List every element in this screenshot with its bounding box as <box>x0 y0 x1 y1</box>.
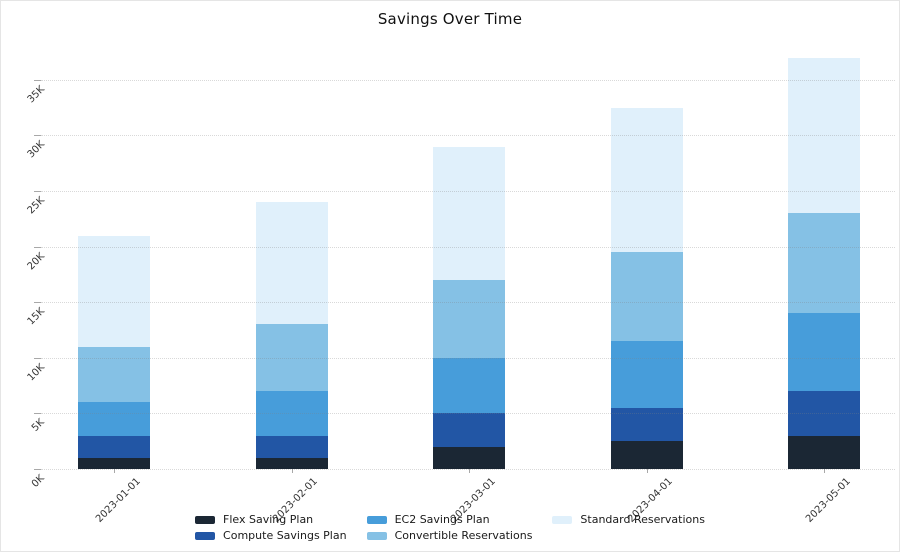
bar-segment-flex-saving-plan <box>255 457 328 469</box>
gridline-30K <box>41 135 895 137</box>
bar-segment-standard-reservations <box>610 107 683 253</box>
bar-segment-convertible-reservations <box>610 252 683 342</box>
bar-segment-standard-reservations <box>255 202 328 325</box>
bar-segment-flex-saving-plan <box>433 446 505 469</box>
legend-label: EC2 Savings Plan <box>394 513 490 526</box>
legend-label: Flex Saving Plan <box>223 513 314 526</box>
bar-segment-convertible-reservations <box>788 213 860 314</box>
bar-segment-compute-savings-plan <box>255 435 328 458</box>
y-tick-label-text: 15K <box>25 306 47 328</box>
bar-2023-04-01 <box>610 107 683 469</box>
legend-grid: Flex Saving Plan Compute Savings Plan EC2 … <box>195 513 705 542</box>
legend-swatch-flex-saving-plan <box>195 515 216 524</box>
bar-segment-flex-saving-plan <box>78 457 150 469</box>
bar-2023-05-01 <box>788 57 860 469</box>
bar-segment-compute-savings-plan <box>788 391 860 436</box>
y-tick-mark <box>34 302 41 304</box>
legend-item-compute-savings-plan: Compute Savings Plan <box>195 529 347 542</box>
legend-swatch-compute-savings-plan <box>195 531 216 540</box>
bar-segment-flex-saving-plan <box>788 435 860 469</box>
gridline-35K <box>41 79 895 81</box>
x-tick-mark <box>114 469 115 473</box>
bar-segment-ec2-savings-plan <box>788 313 860 392</box>
y-tick-mark <box>34 191 41 192</box>
legend: Flex Saving Plan Compute Savings Plan EC2 … <box>1 513 899 542</box>
y-tick-mark <box>34 469 41 470</box>
bar-segment-standard-reservations <box>433 146 505 280</box>
chart-title: Savings Over Time <box>377 10 523 28</box>
legend-item-flex-saving-plan: Flex Saving Plan <box>195 513 347 526</box>
bar-segment-convertible-reservations <box>433 279 505 358</box>
y-tick-label-text: 20K <box>25 250 47 273</box>
y-tick-mark <box>34 413 41 415</box>
legend-swatch-standard-reservations <box>552 515 573 524</box>
gridline-0K <box>41 469 895 470</box>
x-tick-mark <box>646 469 648 473</box>
x-tick-mark <box>291 469 293 473</box>
y-tick-label-text: 0K <box>29 473 47 490</box>
legend-item-ec2-savings-plan: EC2 Savings Plan <box>366 513 533 526</box>
legend-swatch-ec2-savings-plan <box>366 515 387 524</box>
x-tick-mark <box>469 469 470 473</box>
y-tick-label-text: 35K <box>25 83 47 106</box>
bar-segment-convertible-reservations <box>255 324 328 392</box>
bar-segment-ec2-savings-plan <box>78 402 150 436</box>
bar-segment-standard-reservations <box>78 235 150 347</box>
y-tick-mark <box>34 246 41 248</box>
y-tick-label-text: 30K <box>25 139 47 161</box>
y-tick-mark <box>34 357 41 359</box>
bar-2023-02-01 <box>255 202 328 469</box>
y-tick-label-text: 5K <box>29 417 47 435</box>
bar-segment-ec2-savings-plan <box>255 391 328 436</box>
y-tick-label-text: 25K <box>25 195 47 217</box>
bar-segment-compute-savings-plan <box>610 407 683 442</box>
bar-segment-compute-savings-plan <box>78 435 150 458</box>
bar-segment-convertible-reservations <box>78 346 150 403</box>
y-tick-label-text: 10K <box>25 361 47 384</box>
legend-item-convertible-reservations: Convertible Reservations <box>366 529 533 542</box>
bar-segment-ec2-savings-plan <box>610 341 683 408</box>
legend-label: Convertible Reservations <box>394 529 533 542</box>
legend-label: Standard Reservations <box>580 513 705 526</box>
bar-segment-compute-savings-plan <box>433 413 505 447</box>
legend-item-standard-reservations: Standard Reservations <box>552 513 705 526</box>
x-tick-mark <box>824 469 825 473</box>
bar-2023-01-01 <box>78 235 150 469</box>
legend-label: Compute Savings Plan <box>223 529 347 542</box>
bar-segment-standard-reservations <box>788 57 860 214</box>
bar-segment-flex-saving-plan <box>610 441 683 469</box>
y-tick-mark <box>34 135 41 137</box>
legend-swatch-convertible-reservations <box>366 531 387 540</box>
bar-2023-03-01 <box>433 146 505 469</box>
bar-segment-ec2-savings-plan <box>433 357 505 414</box>
y-tick-mark <box>34 79 41 81</box>
